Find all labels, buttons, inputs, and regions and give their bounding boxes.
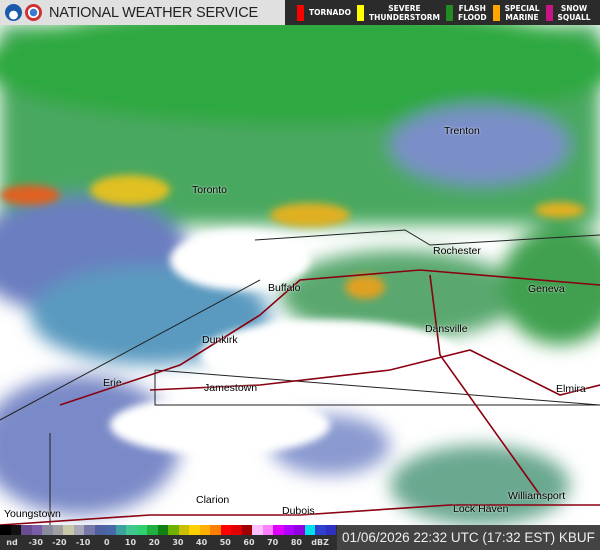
color-swatch [63, 525, 74, 535]
city-label: Youngstown [4, 508, 61, 520]
city-label: Rochester [433, 245, 481, 257]
warning-label: SNOW SQUALL [557, 3, 591, 22]
dbz-color-scale [0, 525, 336, 535]
color-swatch [73, 525, 84, 535]
warning-type-1: SEVERE THUNDERSTORM [356, 3, 440, 22]
color-swatch [315, 525, 326, 535]
color-swatch [136, 525, 147, 535]
tick-label: 20 [148, 538, 160, 547]
color-swatch [273, 525, 284, 535]
warning-type-0: TORNADO [297, 4, 351, 21]
tick-label: 60 [243, 538, 255, 547]
tick-label: 50 [219, 538, 231, 547]
city-label: Toronto [192, 184, 228, 196]
color-swatch [94, 525, 105, 535]
warning-swatch [492, 4, 500, 21]
city-label: Dansville [425, 323, 468, 335]
color-swatch [21, 525, 32, 535]
city-label: Trenton [444, 125, 480, 137]
warning-legend: TORNADO SEVERE THUNDERSTORM FLASH FLOOD SPE… [285, 0, 600, 25]
tick-label: -10 [75, 538, 91, 547]
warning-label: TORNADO [309, 8, 351, 17]
city-label: Geneva [528, 283, 565, 295]
radar-reflectivity-layer [0, 25, 600, 525]
color-swatch [126, 525, 137, 535]
tick-label: 80 [290, 538, 302, 547]
color-swatch [189, 525, 200, 535]
warning-label: FLASH FLOOD [457, 3, 487, 22]
warning-type-4: SNOW SQUALL [545, 3, 591, 22]
timestamp: 01/06/2026 22:32 UTC (17:32 EST) KBUF [337, 525, 600, 550]
color-swatch [168, 525, 179, 535]
warning-swatch [445, 4, 453, 21]
color-swatch [105, 525, 116, 535]
color-swatch [220, 525, 231, 535]
city-label: Dubois [282, 505, 315, 517]
tick-label: 70 [267, 538, 279, 547]
nws-logo[interactable] [25, 4, 42, 21]
color-swatch [157, 525, 168, 535]
brand: NATIONAL WEATHER SERVICE [0, 0, 285, 25]
city-label: Elmira [556, 383, 586, 395]
noaa-logo[interactable] [5, 4, 22, 21]
color-swatch [84, 525, 95, 535]
color-swatch [147, 525, 158, 535]
color-swatch [52, 525, 63, 535]
warning-label: SPECIAL MARINE [504, 3, 540, 22]
color-swatch [10, 525, 21, 535]
color-swatch [231, 525, 242, 535]
color-swatch [0, 525, 11, 535]
tick-label: 10 [124, 538, 137, 547]
tick-label: 0 [104, 538, 110, 547]
color-swatch [210, 525, 221, 535]
color-swatch [252, 525, 263, 535]
warning-swatch [297, 4, 304, 21]
color-swatch [283, 525, 294, 535]
tick-label: dBZ [311, 538, 329, 547]
header: NATIONAL WEATHER SERVICE TORNADO SEVERE T… [0, 0, 600, 25]
city-label: Lock Haven [453, 503, 509, 515]
footer: nd -30 -20 -10 0 10 20 30 40 50 60 70 80 dBZ 01/06/20… [0, 525, 600, 550]
tick-label: 30 [172, 538, 184, 547]
color-swatch [31, 525, 42, 535]
city-label: Jamestown [204, 382, 258, 394]
color-swatch [115, 525, 126, 535]
tick-label: -30 [28, 538, 43, 547]
city-label: Clarion [196, 494, 230, 506]
city-label: Dunkirk [202, 334, 238, 346]
color-swatch [199, 525, 210, 535]
warning-type-2: FLASH FLOOD [445, 3, 487, 22]
tick-label: -20 [52, 538, 67, 547]
color-swatch [304, 525, 315, 535]
warning-swatch [545, 4, 553, 21]
warning-swatch [356, 4, 364, 21]
color-swatch [241, 525, 252, 535]
city-label: Williamsport [508, 490, 566, 502]
color-swatch [325, 525, 336, 535]
tick-label: 40 [196, 538, 208, 547]
city-label: Buffalo [268, 282, 301, 294]
color-swatch [294, 525, 305, 535]
radar-map[interactable]: Trenton Toronto Rochester Buffalo Geneva… [0, 25, 600, 525]
city-label: Erie [103, 377, 122, 389]
tick-label: nd [6, 538, 18, 547]
color-swatch [42, 525, 53, 535]
warning-type-3: SPECIAL MARINE [492, 3, 540, 22]
color-swatch [262, 525, 273, 535]
warning-label: SEVERE THUNDERSTORM [368, 3, 440, 22]
color-swatch [178, 525, 189, 535]
site-title: NATIONAL WEATHER SERVICE [49, 4, 258, 21]
